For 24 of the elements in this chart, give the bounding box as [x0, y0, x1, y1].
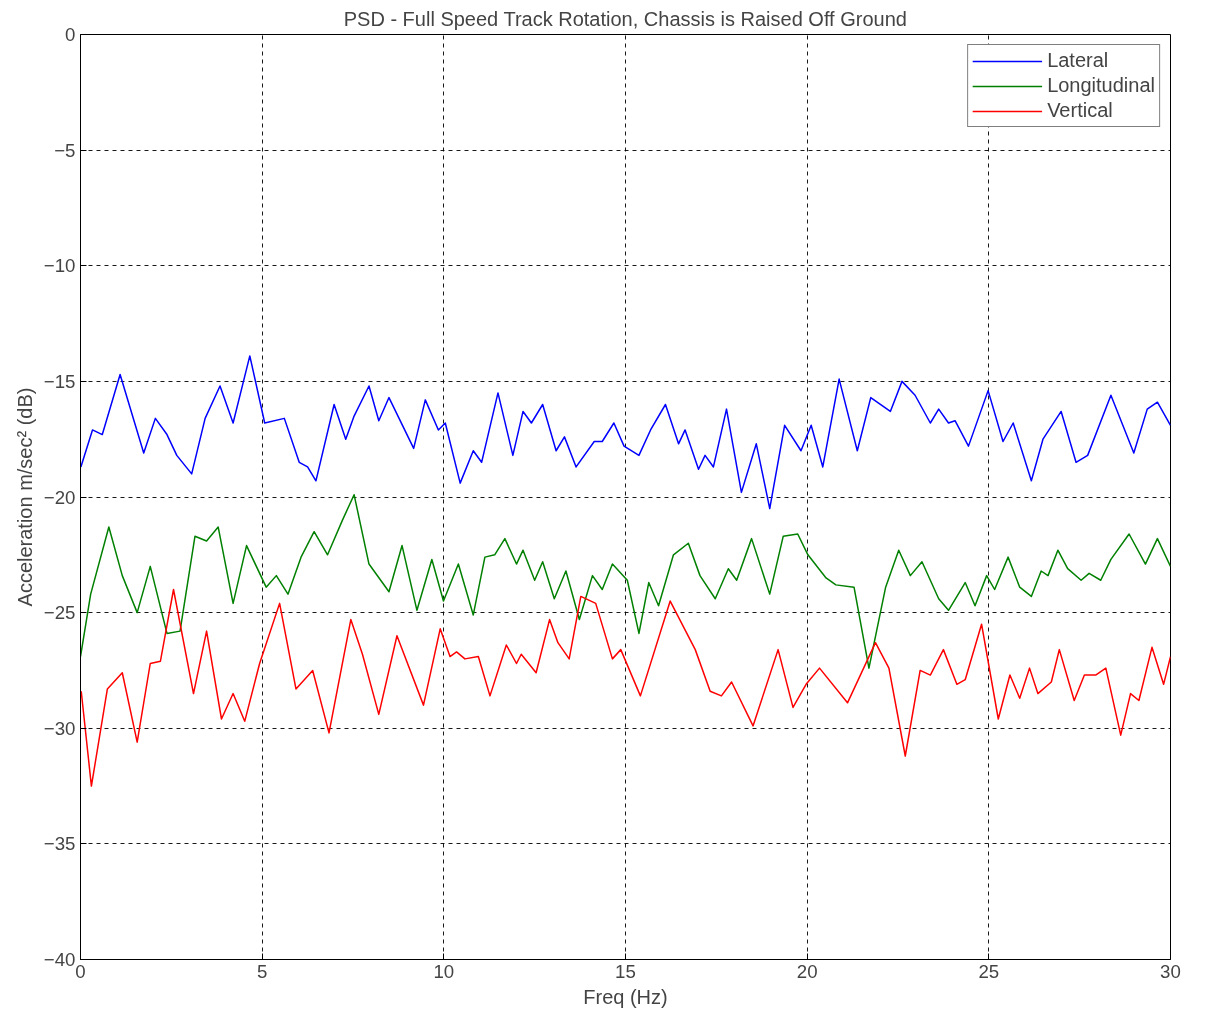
y-tick-label: −35 [43, 833, 76, 855]
y-tick-label: 0 [65, 24, 76, 45]
y-axis-title: Acceleration m/sec² (dB) [13, 387, 36, 607]
x-tick-label: 15 [615, 960, 636, 982]
x-tick-label: 10 [433, 960, 455, 982]
y-tick-label: −20 [43, 486, 76, 508]
y-tick-label: −30 [43, 717, 76, 739]
legend-label: Vertical [1047, 99, 1113, 122]
y-tick-label: −25 [43, 602, 76, 624]
y-tick-label: −10 [43, 255, 76, 277]
chart-title: PSD - Full Speed Track Rotation, Chassis is Raised Off Ground [343, 7, 907, 30]
legend-label: Longitudinal [1047, 74, 1155, 97]
line-series [80, 588, 1171, 787]
y-tick-label: −40 [43, 949, 76, 970]
legend-label: Lateral [1047, 49, 1109, 72]
x-tick-label: 20 [796, 960, 818, 982]
line-series [80, 493, 1171, 669]
x-tick-label: 25 [978, 960, 1000, 982]
line-series [80, 355, 1171, 510]
x-tick-label: 5 [256, 960, 268, 982]
y-tick-label: −15 [43, 370, 76, 392]
y-tick-label: −5 [54, 139, 76, 161]
x-axis-title: Freq (Hz) [583, 985, 668, 1008]
x-tick-label: 30 [1160, 960, 1181, 982]
